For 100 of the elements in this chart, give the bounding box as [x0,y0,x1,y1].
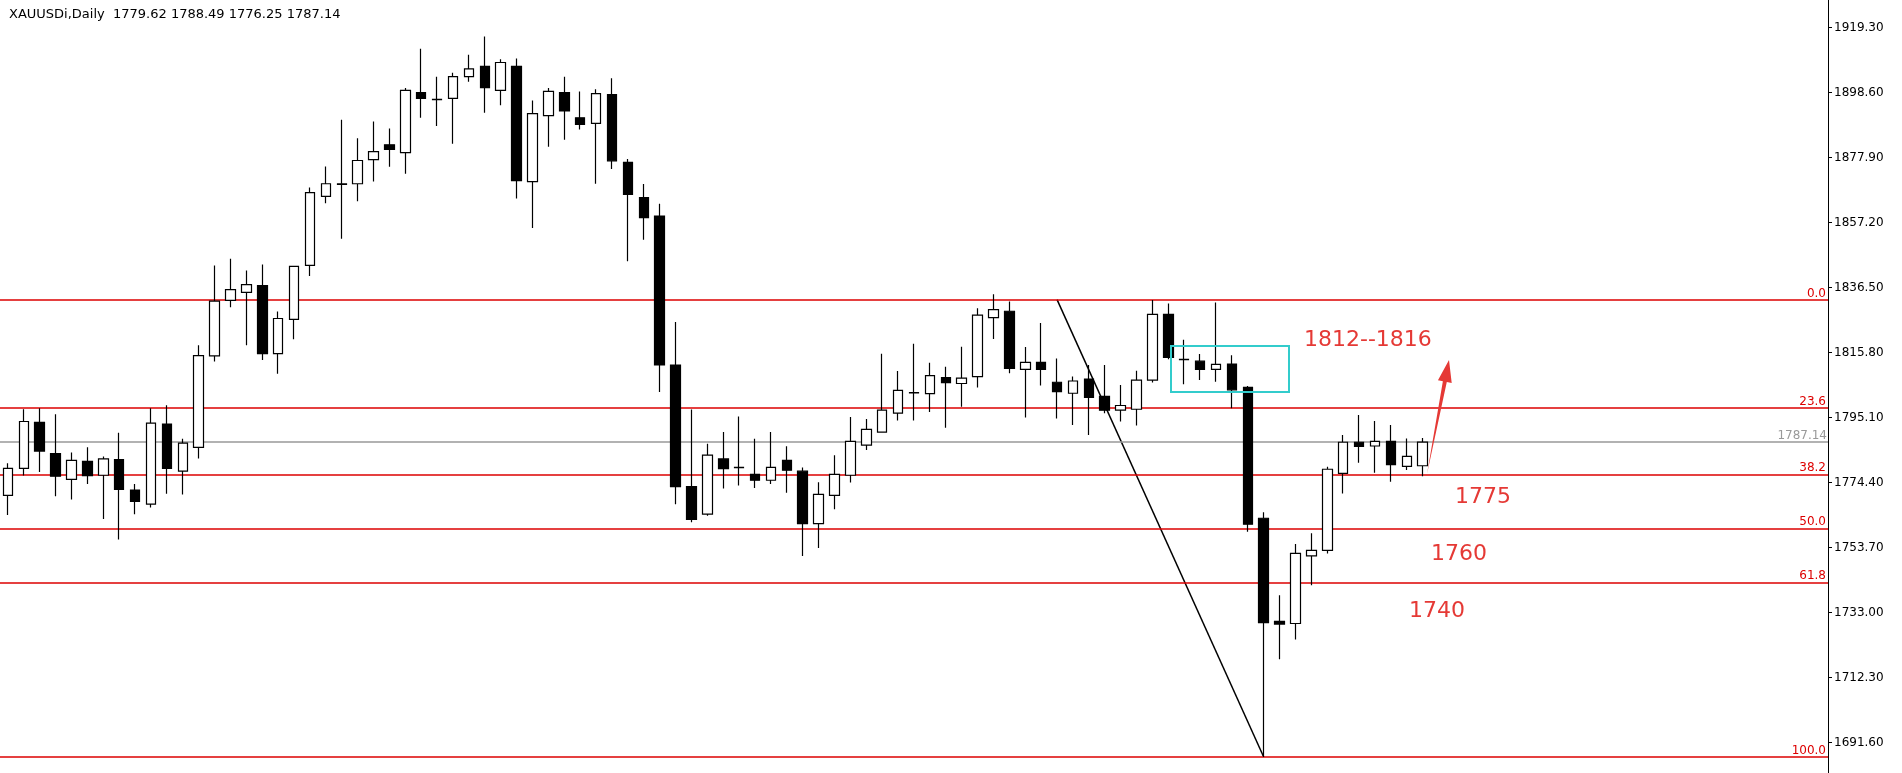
candlestick [1083,364,1095,436]
candlestick [65,452,78,501]
candlestick [955,346,968,408]
y-tick-label: 1795.10 [1834,410,1884,425]
annotation: 0.0 [1806,285,1826,300]
candlestick [558,76,571,141]
candlestick [892,370,904,422]
candlestick [860,418,873,451]
candlestick [399,87,412,175]
candlestick [733,415,745,487]
candlestick [1385,424,1397,483]
annotation: 1812--1816 [1304,325,1432,351]
candlestick [2,462,14,516]
candlestick [908,343,920,422]
candlestick [574,90,586,131]
candlestick [177,438,189,495]
candlestick [1067,376,1079,426]
candlestick [383,127,396,168]
y-tick-label: 1712.30 [1834,670,1884,685]
candlestick [1051,357,1063,419]
candlestick [749,438,761,489]
annotation: 1760 [1431,539,1487,565]
candlestick [781,445,793,494]
candlestick [208,264,221,363]
candlestick [685,408,698,523]
y-tick-label: 1877.90 [1834,150,1884,165]
candlestick [224,258,237,308]
candlestick [304,186,316,277]
candlestick [701,443,714,517]
candlestick [1242,385,1254,533]
candlestick [113,432,125,541]
candlestick [129,483,141,515]
candlestick [81,446,94,485]
ref-line-label: 1787.14 [1777,428,1827,443]
candlestick [494,58,507,106]
candlestick [463,54,475,83]
candlestick [240,269,253,346]
candlestick [796,466,809,557]
candlestick [510,57,523,200]
y-tick-label: 1733.00 [1834,605,1884,620]
candlestick [256,263,269,361]
candlestick [97,455,110,520]
candlestick [1178,339,1190,385]
candlestick [1019,346,1032,419]
candlestick [1146,299,1159,384]
candlestick [192,344,205,460]
y-tick-label: 1836.50 [1834,280,1884,295]
candlestick [1130,370,1143,427]
candlestick [653,203,666,393]
candlestick [1289,543,1302,641]
candlestick [49,413,62,497]
candlestick [1035,322,1047,386]
candlestick [288,265,300,340]
candlestick [367,120,380,183]
candlestick [1305,532,1318,586]
candlestick [33,407,46,473]
candlestick [638,183,650,241]
candlestick [447,72,459,145]
candlestick [145,407,157,509]
candlestick [351,137,364,202]
candlestick [1321,466,1334,555]
candlestick [1273,594,1286,660]
candlestick [1162,302,1175,360]
candlestick [1003,300,1016,374]
candlestick [1416,437,1429,477]
annotation: 100.0 [1791,742,1826,757]
candlestick [1337,434,1349,495]
y-tick-label: 1857.20 [1834,215,1884,230]
candlestick [622,158,634,262]
candlestick [542,87,555,148]
text: XAUUSDi,Daily 1779.62 1788.49 1776.25 1787.14 [9,6,341,21]
candlestick [876,353,888,434]
annotation: 61.8 [1799,568,1826,583]
candlestick [1194,353,1206,381]
candlestick [669,321,682,505]
candlestick [924,362,936,413]
candlestick [320,165,332,204]
candlestick [431,76,443,127]
candlestick [272,310,284,375]
candlestick [18,408,30,477]
candlestick [971,307,984,389]
candlestick [1226,354,1238,409]
y-tick-label: 1774.40 [1834,475,1884,490]
candlestick [1210,301,1222,383]
y-tick-label: 1815.80 [1834,345,1884,360]
candlestick [606,77,618,170]
annotation: 50.0 [1799,514,1826,529]
y-tick-label: 1753.70 [1834,540,1884,555]
annotation: 38.2 [1799,460,1826,475]
candlestick [479,35,491,114]
candlestick [1098,364,1111,414]
candlestick [987,293,1000,340]
annotation: 23.6 [1799,393,1826,408]
candlestick [828,454,841,510]
candlestick [844,416,857,484]
candlestick [812,481,825,549]
y-tick-label: 1919.30 [1834,20,1884,35]
candlestick [940,366,952,429]
candlestick [717,431,730,490]
y-tick-label: 1691.60 [1834,735,1884,750]
